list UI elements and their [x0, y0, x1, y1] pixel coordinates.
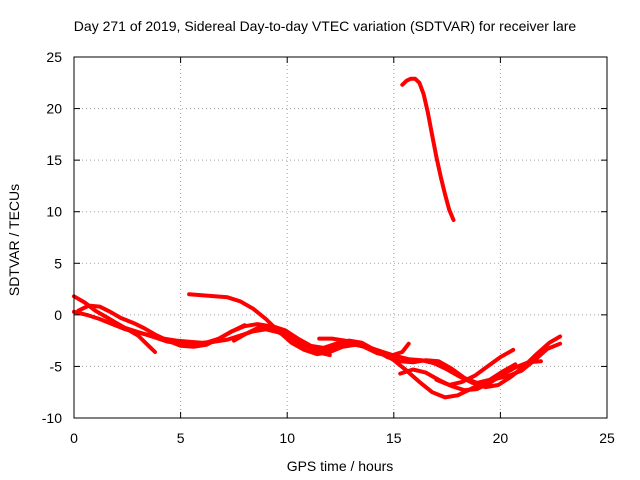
y-tick-label: 10 [46, 204, 62, 220]
chart-title: Day 271 of 2019, Sidereal Day-to-day VTE… [74, 18, 577, 34]
series-line-track-2 [72, 294, 157, 354]
plot-frame [73, 56, 608, 419]
x-tick-label: 25 [599, 430, 615, 446]
y-tick-label: -10 [42, 410, 62, 426]
y-tick-label: -5 [50, 358, 63, 374]
series-layer [72, 76, 563, 400]
series-line-track-10 [434, 347, 516, 387]
series-line-track-11 [400, 76, 456, 222]
y-tick-label: 0 [54, 307, 62, 323]
y-tick-label: 20 [46, 101, 62, 117]
x-axis-title: GPS time / hours [287, 458, 394, 474]
y-axis-title: SDTVAR / TECUs [6, 184, 22, 296]
series-line-track-8 [317, 334, 563, 390]
x-tick-label: 0 [70, 430, 78, 446]
y-tick-label: 5 [54, 255, 62, 271]
series-line-track-9 [398, 359, 543, 393]
y-tick-label: 15 [46, 152, 62, 168]
plot-border [73, 56, 608, 419]
y-tick-label: 25 [46, 49, 62, 65]
x-tick-label: 20 [493, 430, 509, 446]
x-tick-label: 10 [279, 430, 295, 446]
tick-labels: 0 5 10 15 20 25 -10 -5 0 5 10 15 20 25 [42, 49, 615, 446]
x-tick-label: 5 [177, 430, 185, 446]
x-tick-label: 15 [386, 430, 402, 446]
